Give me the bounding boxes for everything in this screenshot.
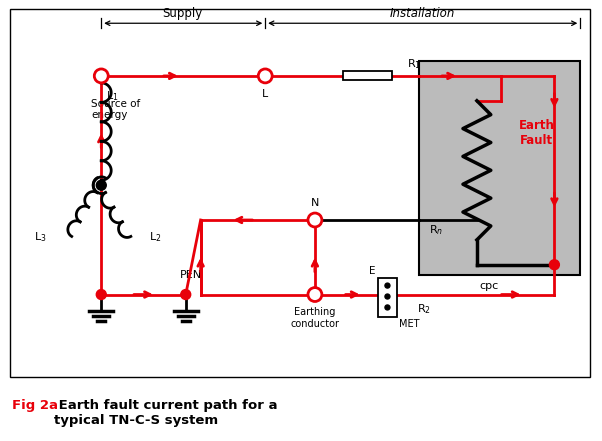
Bar <box>343 71 393 80</box>
Circle shape <box>181 290 191 299</box>
Circle shape <box>96 290 106 299</box>
Text: Earth
Fault: Earth Fault <box>518 119 554 147</box>
Text: Supply: Supply <box>163 7 203 20</box>
Text: Source of
energy: Source of energy <box>92 99 141 120</box>
Circle shape <box>385 305 390 310</box>
Circle shape <box>308 213 322 227</box>
Text: MET: MET <box>399 319 420 329</box>
Text: L: L <box>262 89 268 99</box>
Circle shape <box>308 288 322 302</box>
Bar <box>10 9 590 377</box>
Circle shape <box>385 283 390 288</box>
Text: cpc: cpc <box>479 280 498 291</box>
Text: Earth fault current path for a
typical TN-C-S system: Earth fault current path for a typical T… <box>54 399 277 427</box>
Circle shape <box>258 69 272 83</box>
Circle shape <box>95 69 108 83</box>
Text: R$_1$: R$_1$ <box>408 57 421 71</box>
Text: Earthing
conductor: Earthing conductor <box>290 307 340 329</box>
Text: E: E <box>369 265 376 276</box>
Text: R$_2$: R$_2$ <box>417 303 431 316</box>
Text: Fig 2a: Fig 2a <box>12 399 58 412</box>
Circle shape <box>550 260 559 270</box>
Text: Installation: Installation <box>389 7 455 20</box>
Circle shape <box>385 294 390 299</box>
Text: L$_1$: L$_1$ <box>106 89 119 103</box>
Text: L$_2$: L$_2$ <box>149 230 161 244</box>
Text: R$_n$: R$_n$ <box>429 223 444 237</box>
Text: L$_3$: L$_3$ <box>34 230 46 244</box>
Text: PEN: PEN <box>179 269 202 280</box>
Bar <box>377 278 397 318</box>
Text: N: N <box>311 198 319 208</box>
Bar <box>419 61 580 275</box>
Circle shape <box>96 180 106 190</box>
